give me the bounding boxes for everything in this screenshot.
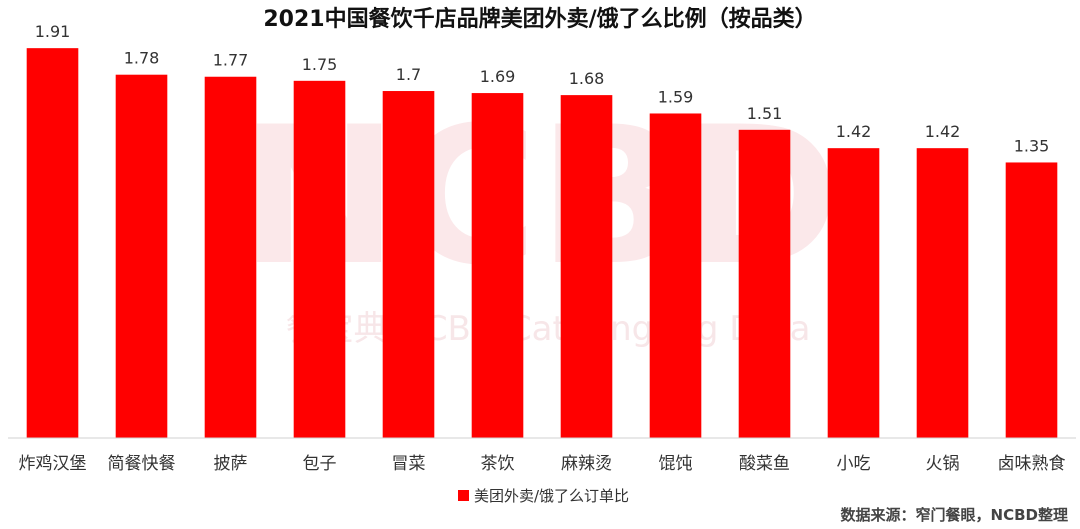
- chart-title: 2021中国餐饮千店品牌美团外卖/饿了么比例（按品类）: [263, 6, 816, 32]
- bar-value-label: 1.75: [302, 55, 338, 74]
- value-labels-group: 1.91 1.78 1.77 1.75 1.7 1.69 1.68 1.59 1.51 1.42 1…: [35, 22, 1050, 155]
- legend: 美团外卖/饿了么订单比: [458, 487, 629, 505]
- bar: [471, 93, 524, 438]
- category-tick-label: 冒菜: [392, 454, 426, 474]
- category-tick-label: 披萨: [214, 454, 248, 474]
- category-tick-label: 酸菜鱼: [739, 454, 790, 474]
- bar: [204, 76, 257, 439]
- category-tick-label: 小吃: [837, 454, 871, 474]
- category-tick-label: 卤味熟食: [998, 453, 1066, 474]
- bars-group: [26, 48, 1058, 439]
- category-tick-label: 麻辣烫: [561, 454, 612, 474]
- watermark-tagline: 餐宝典 NCBD Catering Big Data: [286, 309, 811, 349]
- bar: [1005, 162, 1058, 438]
- bar: [115, 74, 168, 438]
- bar-value-label: 1.35: [1014, 136, 1050, 155]
- bar: [382, 91, 435, 438]
- bar: [827, 148, 880, 439]
- bar: [26, 48, 79, 438]
- bar-value-label: 1.51: [747, 104, 783, 123]
- category-tick-label: 茶饮: [481, 454, 515, 474]
- bar-value-label: 1.78: [124, 49, 160, 68]
- bar-value-label: 1.59: [658, 87, 694, 106]
- category-tick-label: 炸鸡汉堡: [19, 454, 87, 474]
- bar: [293, 80, 346, 438]
- bar-value-label: 1.91: [35, 22, 71, 41]
- bar: [649, 113, 702, 438]
- legend-swatch: [458, 490, 469, 501]
- bar-value-label: 1.69: [480, 67, 516, 86]
- category-tick-label: 包子: [303, 454, 337, 474]
- bar: [916, 148, 969, 439]
- category-labels-group: 炸鸡汉堡 简餐快餐 披萨 包子 冒菜 茶饮 麻辣烫 馄饨 酸菜鱼 小吃 火锅 卤味熟食: [19, 453, 1066, 474]
- bar-value-label: 1.42: [836, 122, 872, 141]
- category-tick-label: 火锅: [926, 454, 960, 474]
- bar-value-label: 1.42: [925, 122, 961, 141]
- category-tick-label: 馄饨: [659, 454, 693, 474]
- bar: [738, 129, 791, 438]
- bar-value-label: 1.7: [396, 65, 421, 84]
- bar-value-label: 1.77: [213, 51, 249, 70]
- bar-value-label: 1.68: [569, 69, 605, 88]
- source-note: 数据来源：窄门餐眼，NCBD整理: [841, 506, 1068, 524]
- category-tick-label: 简餐快餐: [108, 454, 176, 474]
- legend-label: 美团外卖/饿了么订单比: [474, 487, 629, 505]
- bar: [560, 95, 613, 439]
